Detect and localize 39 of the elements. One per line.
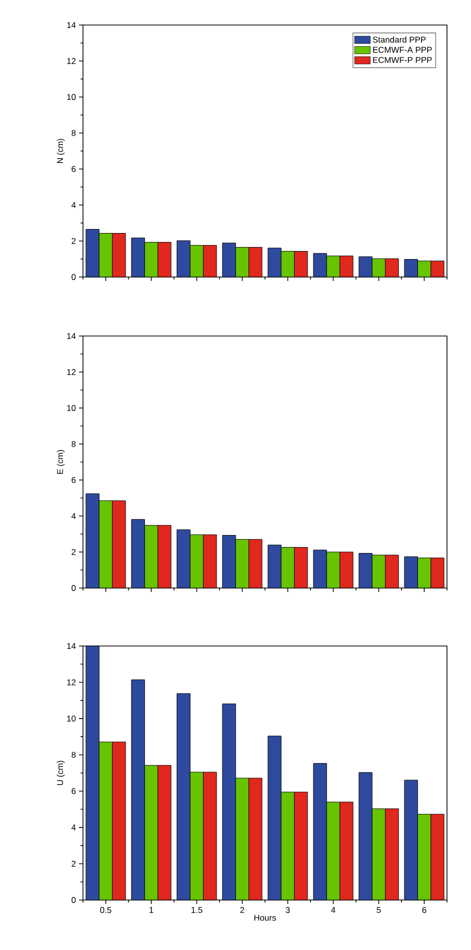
x-tick-label: 1 [150, 907, 154, 913]
y-tick-label: 6 [72, 788, 76, 794]
y-tick-label: 12 [67, 679, 76, 686]
y-tick-label: 6 [72, 166, 76, 172]
legend-label: ECMWF-A PPP [373, 46, 432, 53]
y-tick-label: 14 [67, 643, 76, 649]
y-tick-label: 2 [72, 549, 76, 555]
y-tick-label: 8 [72, 130, 76, 136]
y-tick-label: 14 [67, 22, 76, 28]
y-tick-label: 10 [67, 405, 76, 411]
y-axis-title: N (cm) [56, 138, 65, 163]
y-tick-label: 2 [72, 238, 76, 244]
y-tick-label: 0 [72, 585, 76, 591]
x-tick-label: 3 [286, 907, 290, 914]
y-tick-label: 4 [71, 202, 76, 208]
y-tick-label: 4 [71, 513, 76, 519]
x-tick-label: 1.5 [192, 907, 202, 913]
y-axis-title: U (cm) [56, 760, 65, 786]
y-tick-label: 2 [72, 860, 76, 867]
y-axis-title: E (cm) [56, 450, 65, 474]
y-tick-label: 12 [67, 369, 76, 375]
y-tick-label: 14 [67, 333, 76, 339]
y-tick-label: 10 [67, 94, 76, 100]
y-tick-label: 8 [72, 441, 76, 447]
y-tick-label: 0 [72, 897, 76, 903]
y-tick-label: 10 [67, 716, 76, 722]
y-tick-label: 8 [72, 752, 76, 758]
x-tick-label: 4 [331, 907, 336, 913]
x-axis-title: Hours [254, 914, 276, 921]
legend-label: Standard PPP [372, 36, 426, 43]
x-tick-label: 2 [240, 907, 244, 913]
y-tick-label: 0 [72, 274, 76, 280]
x-tick-label: 0.5 [100, 907, 112, 914]
legend-label: ECMWF-P PPP [373, 57, 432, 63]
x-tick-label: 5 [376, 907, 381, 913]
y-tick-label: 6 [72, 477, 76, 483]
y-tick-label: 12 [67, 58, 76, 64]
y-tick-label: 4 [71, 824, 76, 830]
x-tick-label: 6 [422, 907, 426, 914]
